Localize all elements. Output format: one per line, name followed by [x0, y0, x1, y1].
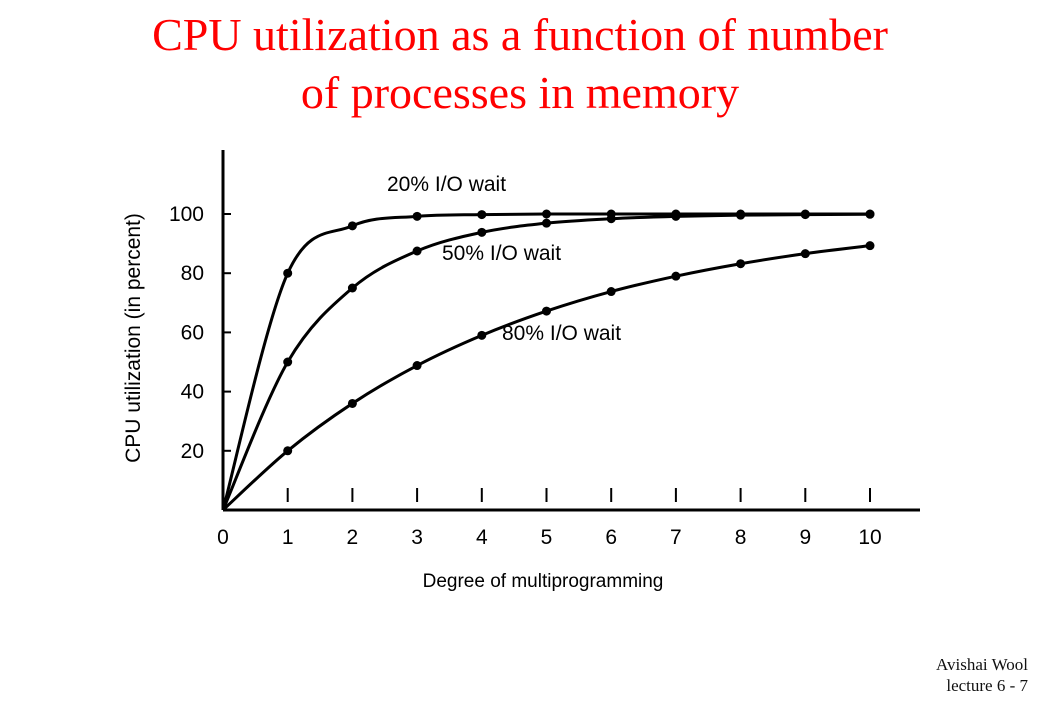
x-tick-label-7: 7 [670, 526, 682, 549]
data-point-80-io-wait-x8 [736, 259, 746, 269]
data-point-20-io-wait-x4 [477, 210, 487, 220]
data-point-20-io-wait-x5 [542, 209, 551, 219]
x-tick-label-2: 2 [347, 526, 359, 549]
data-point-80-io-wait-x3 [412, 361, 422, 371]
x-tick-marks [286, 488, 871, 502]
series-label-20-io-wait: 20% I/O wait [387, 173, 506, 196]
data-point-80-io-wait-x4 [477, 330, 487, 340]
data-point-50-io-wait-x3 [412, 246, 422, 256]
data-point-80-io-wait-x7 [671, 271, 681, 281]
data-point-20-io-wait-x2 [347, 221, 357, 231]
series-labels: 20% I/O wait 50% I/O wait 80% I/O wait [387, 173, 621, 345]
data-point-50-io-wait-x9 [800, 210, 810, 220]
x-tick-label-0: 0 [217, 526, 229, 549]
x-axis-label: Degree of multiprogramming [423, 571, 664, 592]
series-label-80-io-wait: 80% I/O wait [502, 322, 621, 345]
x-tick-label-8: 8 [735, 526, 747, 549]
y-tick-label-60: 60 [181, 321, 204, 344]
data-point-50-io-wait-x2 [347, 283, 357, 293]
data-point-80-io-wait-x5 [542, 306, 551, 316]
y-tick-label-80: 80 [181, 262, 204, 285]
series-line-80-io-wait [221, 244, 871, 512]
x-tick-label-4: 4 [476, 526, 488, 549]
x-tick-label-9: 9 [799, 526, 811, 549]
data-point-50-io-wait-x8 [736, 210, 746, 220]
y-tick-label-100: 100 [169, 203, 204, 226]
data-point-20-io-wait-x1 [283, 268, 293, 278]
x-tick-label-10: 10 [858, 526, 881, 549]
slide-title-line-2: of processes in memory [300, 67, 740, 118]
x-tick-label-3: 3 [411, 526, 423, 549]
x-tick-label-1: 1 [282, 526, 294, 549]
data-point-50-io-wait-x7 [671, 211, 681, 221]
footer-author: Avishai Wool [936, 655, 1028, 674]
data-point-80-io-wait-x6 [606, 287, 616, 297]
data-point-50-io-wait-x1 [283, 357, 293, 367]
data-point-80-io-wait-x9 [800, 249, 810, 259]
data-point-80-io-wait-x1 [283, 446, 293, 456]
data-point-50-io-wait-x6 [606, 214, 616, 224]
x-tick-label-5: 5 [541, 526, 553, 549]
data-point-50-io-wait-x10 [865, 209, 875, 219]
slide-footer: Avishai Wool lecture 6 - 7 [936, 654, 1028, 696]
series-label-50-io-wait: 50% I/O wait [442, 242, 561, 265]
slide-title: CPU utilization as a function of number … [0, 6, 1040, 122]
series-line-50-io-wait [221, 212, 871, 511]
data-point-20-io-wait-x3 [412, 211, 422, 221]
data-point-50-io-wait-x4 [477, 227, 487, 237]
data-point-80-io-wait-x10 [865, 241, 875, 251]
y-tick-label-40: 40 [181, 381, 204, 404]
footer-page-number: lecture 6 - 7 [946, 676, 1028, 695]
data-point-50-io-wait-x5 [542, 218, 551, 228]
slide-title-line-1: CPU utilization as a function of number [152, 9, 888, 60]
y-tick-marks [223, 213, 231, 452]
data-point-80-io-wait-x2 [347, 398, 357, 408]
x-tick-labels: 0 1 2 3 4 5 6 7 8 9 10 [217, 526, 882, 549]
series-points [283, 209, 875, 456]
x-tick-label-6: 6 [605, 526, 617, 549]
y-tick-label-20: 20 [181, 440, 204, 463]
y-axis-label: CPU utilization (in percent) [122, 213, 145, 463]
y-tick-labels: 20 40 60 80 100 [169, 203, 204, 463]
